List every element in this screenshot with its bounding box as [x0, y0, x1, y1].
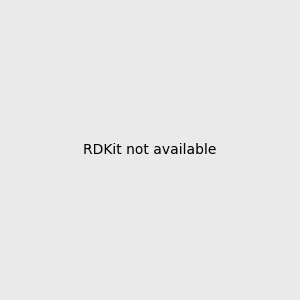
- Text: RDKit not available: RDKit not available: [83, 143, 217, 157]
